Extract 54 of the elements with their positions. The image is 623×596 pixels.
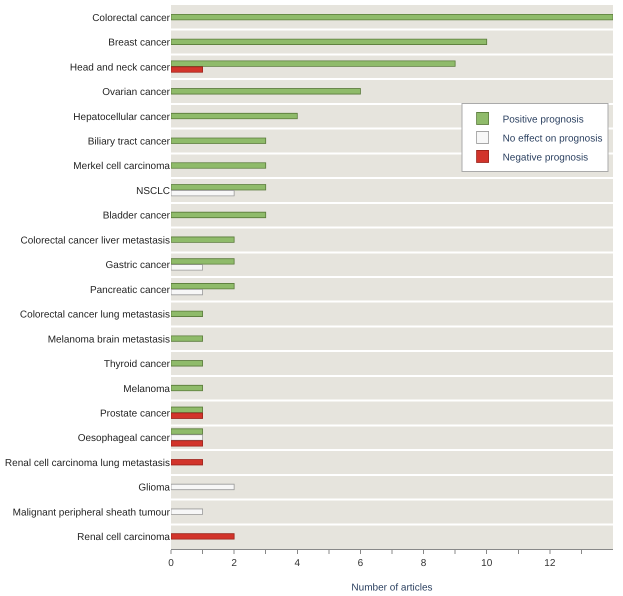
y-tick-label: Merkel cell carcinoma: [73, 161, 170, 172]
bar: [171, 459, 203, 466]
bar: [171, 190, 235, 196]
bar: [171, 212, 266, 218]
x-tick-label: 2: [231, 558, 238, 569]
y-tick-label: Gastric cancer: [106, 260, 171, 272]
y-tick-label: Oesophageal cancer: [78, 433, 171, 444]
y-tick-label: NSCLC: [136, 186, 170, 197]
legend-label: Positive prognosis: [502, 114, 584, 126]
x-axis-title: Number of articles: [351, 582, 433, 594]
y-tick-label: Breast cancer: [108, 38, 171, 49]
y-tick-label: Colorectal cancer lung metastasis: [20, 310, 170, 321]
bar: [171, 14, 613, 20]
y-tick-label: Bladder cancer: [102, 210, 171, 222]
bar: [171, 360, 203, 366]
legend-label: No effect on prognosis: [502, 133, 602, 144]
bar: [171, 508, 203, 515]
bar: [171, 310, 203, 317]
bar: [171, 264, 203, 270]
y-tick-label: Head and neck cancer: [70, 62, 171, 74]
y-tick-label: Thyroid cancer: [104, 359, 171, 370]
bar: [171, 66, 203, 73]
x-tick-label: 10: [481, 558, 493, 569]
y-tick-label: Glioma: [138, 482, 170, 494]
y-tick-label: Melanoma brain metastasis: [48, 334, 170, 346]
y-tick-label: Colorectal cancer: [92, 12, 171, 24]
y-tick-label: Melanoma: [123, 384, 170, 395]
y-tick-label: Hepatocellular cancer: [73, 112, 171, 123]
legend-label: Negative prognosis: [502, 152, 588, 164]
bar: [171, 236, 235, 243]
y-tick-label: Ovarian cancer: [102, 87, 171, 98]
bar: [171, 384, 203, 392]
y-tick-label: Malignant peripheral sheath tumour: [12, 507, 171, 518]
y-tick-label: Renal cell carcinoma lung metastasis: [4, 458, 170, 469]
bar: [171, 162, 266, 169]
bar: [171, 484, 235, 490]
x-tick-label: 6: [358, 558, 364, 569]
y-tick-label: Biliary tract cancer: [88, 136, 171, 148]
x-tick-label: 12: [544, 558, 556, 569]
bar: [171, 335, 203, 342]
bar: [171, 38, 488, 45]
y-tick-label: Renal cell carcinoma: [77, 532, 170, 544]
bar: [171, 112, 298, 120]
bar: [171, 288, 203, 296]
bar: [171, 434, 203, 441]
y-tick-label: Colorectal cancer liver metastasis: [20, 235, 170, 246]
x-tick-label: 4: [294, 558, 301, 569]
bar: [171, 533, 235, 540]
y-tick-label: Pancreatic cancer: [90, 284, 171, 296]
y-tick-label: Prostate cancer: [100, 408, 171, 420]
bar: [171, 138, 266, 144]
bar: [171, 88, 361, 94]
x-tick-label: 8: [420, 558, 427, 569]
x-tick-label: 0: [168, 558, 174, 569]
